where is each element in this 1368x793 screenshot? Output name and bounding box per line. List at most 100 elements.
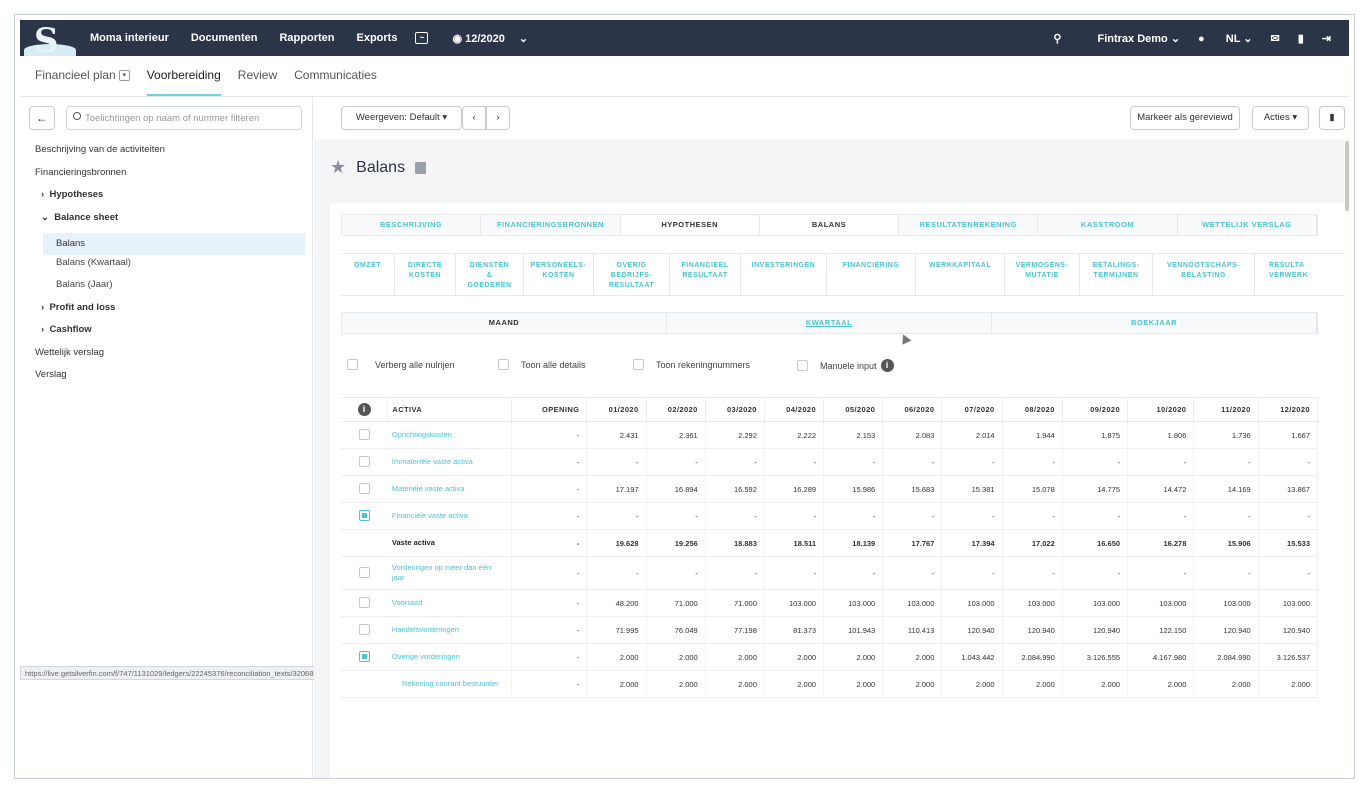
tab-hypothesen[interactable]: HYPOTHESEN <box>620 215 760 235</box>
tab-kwartaal[interactable]: KWARTAAL <box>667 313 992 333</box>
row-label-link[interactable]: Materiële vaste activa <box>387 475 512 503</box>
option-hide-zero-rows[interactable]: Verberg alle nulrijen <box>347 359 455 370</box>
sidebar-item-financieringsbronnen[interactable]: Financieringsbronnen <box>35 166 127 178</box>
tab-maand[interactable]: MAAND <box>342 313 667 333</box>
scrollbar[interactable] <box>1344 139 1350 778</box>
actions-button[interactable]: Acties ▾ <box>1252 106 1309 130</box>
period-selector[interactable]: ◉ 12/2020 ⌄ <box>452 32 528 45</box>
row-checkbox[interactable] <box>358 482 370 494</box>
sidebar-item-balance-sheet[interactable]: ⌄ Balance sheet <box>35 211 305 234</box>
row-label-link[interactable]: Rekening courant bestuurder <box>387 670 512 698</box>
tab-beschrijving[interactable]: BESCHRIJVING <box>342 215 482 235</box>
option-manual-input[interactable]: Manuele input i <box>797 359 894 372</box>
view-select[interactable]: Weergeven: Default ▾ <box>341 106 462 130</box>
sidebar-item-balans-jaar[interactable]: Balans (Jaar) <box>56 279 113 290</box>
tab-communicaties[interactable]: Communicaties <box>294 68 377 82</box>
tab-werkkapitaal[interactable]: WERKKAPITAAL <box>916 254 1005 295</box>
caret-down-icon[interactable]: ▾ <box>118 70 130 82</box>
row-label-link[interactable]: Vorderingen op meer dan één jaar <box>387 556 512 590</box>
row-checkbox[interactable] <box>358 428 370 440</box>
tab-voorbereiding[interactable]: Voorbereiding <box>146 68 221 96</box>
tab-resultaatverwerking[interactable]: RESULTA VERWERK <box>1255 254 1344 295</box>
sidebar-item-balans[interactable]: Balans <box>43 233 305 255</box>
logout-icon[interactable]: ⇥ <box>1321 32 1331 45</box>
tab-betalingstermijnen[interactable]: BETALINGS- TERMIJNEN <box>1080 254 1153 295</box>
mail-icon[interactable]: ✉ <box>1270 32 1280 45</box>
chat-icon[interactable]: ▮ <box>1297 32 1304 45</box>
sidebar-item-profit-and-loss[interactable]: › Profit and loss <box>35 301 305 324</box>
row-checkbox-cell <box>341 502 388 530</box>
mark-reviewed-button[interactable]: Markeer als gereviewd <box>1130 106 1240 130</box>
scrollbar-thumb[interactable] <box>1345 141 1349 211</box>
prev-button[interactable]: ‹ <box>462 106 486 130</box>
table-row: Financiële vaste activa - - - - - - - - - - - - - <box>341 502 1319 530</box>
checkbox[interactable] <box>633 359 644 370</box>
row-checkbox[interactable] <box>358 650 370 662</box>
row-checkbox[interactable] <box>358 509 370 521</box>
tab-financieringsbronnen[interactable]: FINANCIERINGSBRONNEN <box>481 215 621 235</box>
nav-exports[interactable]: Exports <box>356 32 398 44</box>
back-button[interactable]: ← <box>29 106 55 130</box>
tab-financiering[interactable]: FINANCIERING <box>827 254 916 295</box>
sidebar-item-balans-kwartaal[interactable]: Balans (Kwartaal) <box>56 256 131 268</box>
info-icon[interactable]: i <box>880 359 894 372</box>
account-menu[interactable]: Fintrax Demo ⌄ <box>1097 32 1181 45</box>
row-label-link[interactable]: Handelsvorderingen <box>387 616 512 644</box>
checkbox[interactable] <box>498 359 509 370</box>
table-cell: - <box>586 556 647 590</box>
tab-overig-bedrijfsresultaat[interactable]: OVERIG BEDRIJFS- RESULTAAT <box>594 254 670 295</box>
row-checkbox[interactable] <box>358 596 370 608</box>
chart-icon[interactable]: ~ <box>415 32 429 44</box>
filter-input[interactable]: Toelichtingen op naam of nummer filteren <box>66 106 302 130</box>
tab-financieel-resultaat[interactable]: FINANCIEEL RESULTAAT <box>670 254 741 295</box>
row-checkbox[interactable] <box>358 566 370 578</box>
nav-company[interactable]: Moma interieur <box>90 32 169 44</box>
checkbox[interactable] <box>797 360 808 371</box>
option-show-account-numbers[interactable]: Toon rekeningnummers <box>633 359 750 370</box>
sidebar-item-verslag[interactable]: Verslag <box>35 369 67 380</box>
row-checkbox[interactable] <box>358 623 370 635</box>
tab-vermogensmutatie[interactable]: VERMOGENS- MUTATIE <box>1005 254 1080 295</box>
checkbox[interactable] <box>347 359 358 370</box>
row-label-link[interactable]: Financiële vaste activa <box>387 502 512 530</box>
table-cell: 2.000 <box>1127 670 1195 698</box>
tab-diensten-goederen[interactable]: DIENSTEN & GOEDEREN <box>456 254 524 295</box>
row-label-link[interactable]: Voorraad <box>387 589 512 617</box>
tab-resultatenrekening[interactable]: RESULTATENREKENING <box>899 215 1039 235</box>
book-icon[interactable] <box>415 161 427 174</box>
tab-review[interactable]: Review <box>237 68 278 82</box>
logo[interactable]: S <box>20 20 78 61</box>
nav-rapporten[interactable]: Rapporten <box>279 32 335 44</box>
table-cell: 16.592 <box>705 475 765 503</box>
comment-button[interactable]: ▮ <box>1319 106 1345 130</box>
language-menu[interactable]: ● NL ⌄ <box>1198 32 1253 45</box>
tab-vennootschapsbelasting[interactable]: VENNOOTSCHAPS- BELASTING <box>1153 254 1255 295</box>
tab-omzet[interactable]: OMZET <box>341 254 395 295</box>
row-label-link[interactable]: Overige vorderingen <box>387 643 512 671</box>
next-button[interactable]: › <box>486 106 510 130</box>
info-icon[interactable]: i <box>357 403 371 416</box>
tab-balans[interactable]: BALANS <box>759 215 900 235</box>
sidebar-item-cashflow[interactable]: › Cashflow <box>35 323 305 346</box>
header-month: 06/2020 <box>882 397 943 422</box>
row-label-link[interactable]: Immateriële vaste activa <box>387 448 512 476</box>
tab-boekjaar[interactable]: BOEKJAAR <box>992 313 1317 333</box>
tab-directe-kosten[interactable]: DIRECTE KOSTEN <box>395 254 456 295</box>
tab-financieel-plan[interactable]: Financieel plan ▾ <box>35 68 130 96</box>
option-show-details[interactable]: Toon alle details <box>498 359 586 370</box>
tab-investeringen[interactable]: INVESTERINGEN <box>741 254 827 295</box>
star-icon[interactable]: ★ <box>330 157 347 177</box>
table-cell: - <box>764 448 825 476</box>
row-checkbox[interactable] <box>358 455 370 467</box>
row-label-link[interactable]: Oprichtingskosten <box>387 421 512 449</box>
sidebar-item-wettelijk-verslag[interactable]: Wettelijk verslag <box>35 346 104 358</box>
sidebar-item-beschrijving[interactable]: Beschrijving van de activiteiten <box>35 144 165 155</box>
tab-wettelijk-verslag[interactable]: WETTELIJK VERSLAG <box>1178 215 1317 235</box>
tab-kasstroom[interactable]: KASSTROOM <box>1038 215 1178 235</box>
table-cell: 2.000 <box>646 670 706 698</box>
tab-personeelskosten[interactable]: PERSONEELS- KOSTEN <box>524 254 594 295</box>
sidebar-item-hypotheses[interactable]: › Hypotheses <box>35 188 305 211</box>
nav-documenten[interactable]: Documenten <box>190 32 258 44</box>
search-icon[interactable]: ⚲ <box>1053 32 1062 45</box>
table-cell: 19.256 <box>646 529 706 557</box>
